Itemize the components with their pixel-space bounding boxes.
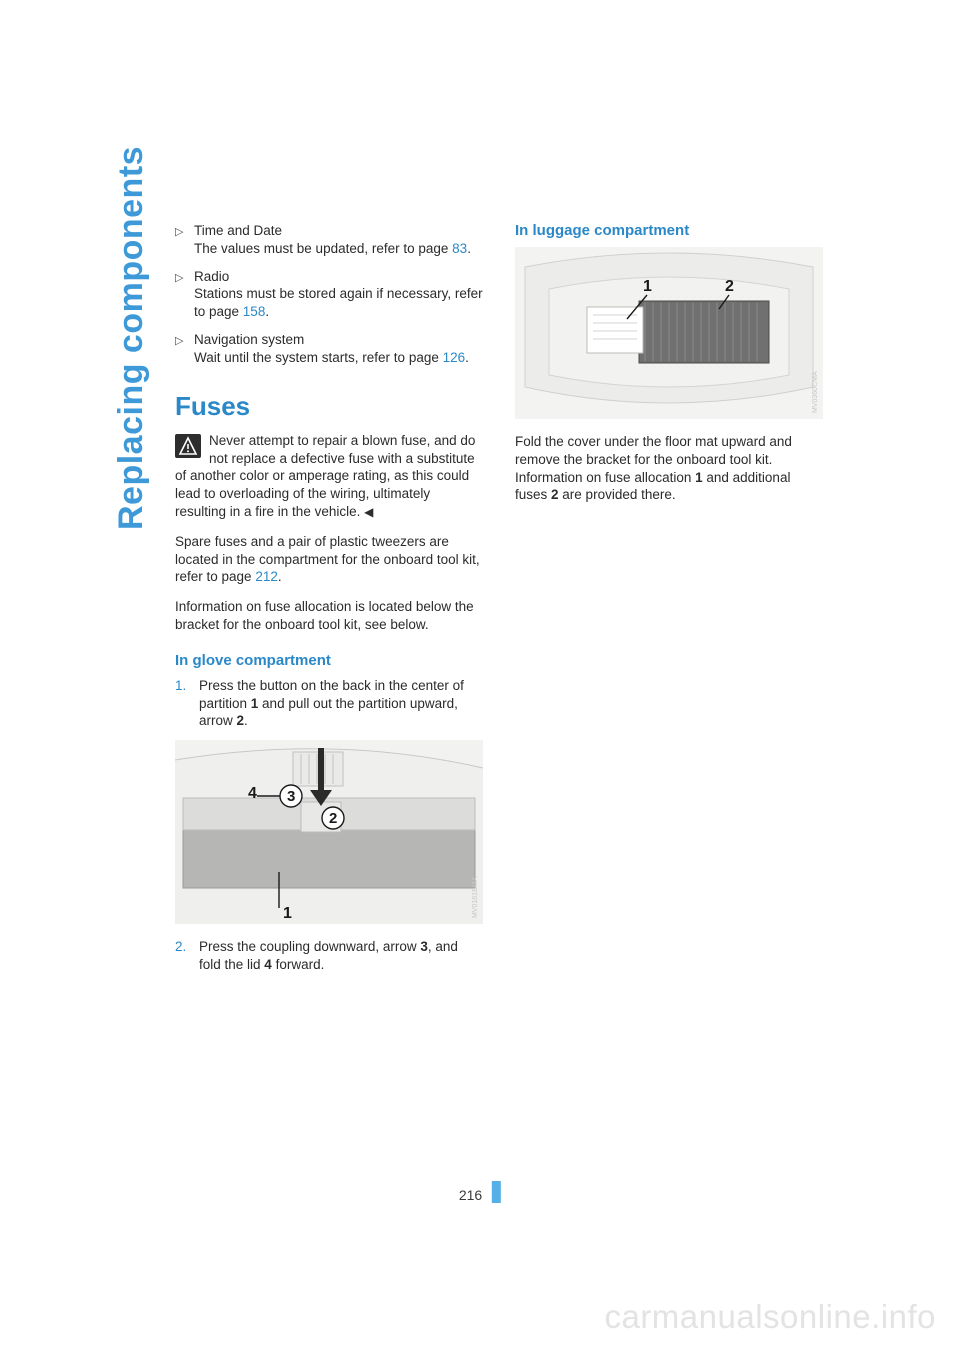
list-item: ▷ Navigation system Wait until the syste…	[175, 331, 483, 367]
paragraph: Spare fuses and a pair of plastic tweeze…	[175, 533, 483, 586]
bold-ref: 3	[420, 939, 428, 954]
numbered-step: 1. Press the button on the back in the c…	[175, 677, 483, 730]
fuses-heading: Fuses	[175, 391, 483, 422]
luggage-figure: 1 2 MV0360CMA	[515, 247, 823, 419]
bold-ref: 1	[695, 470, 703, 485]
fig-label: 2	[725, 278, 734, 295]
figure-code: MV0360CMA	[812, 371, 819, 413]
list-title: Navigation system	[194, 332, 304, 347]
step-text: Press the button on the back in the cent…	[199, 677, 483, 730]
list-title: Radio	[194, 269, 229, 284]
step-number: 1.	[175, 677, 189, 730]
fig-label: 1	[643, 278, 652, 295]
t: are provided there.	[559, 487, 676, 502]
warning-icon	[175, 434, 201, 458]
glove-figure: 4 3 2 1 MV0161BMA	[175, 740, 483, 924]
list-item: ▷ Time and Date The values must be updat…	[175, 222, 483, 258]
para-text: Spare fuses and a pair of plastic tweeze…	[175, 534, 480, 585]
t: .	[244, 713, 248, 728]
section-side-title: Replacing components	[112, 146, 151, 530]
fig-label: 4	[248, 785, 257, 802]
luggage-heading: In luggage compartment	[515, 222, 823, 239]
page-link[interactable]: 126	[443, 350, 466, 365]
glove-heading: In glove compartment	[175, 652, 483, 669]
right-column: In luggage compartment	[515, 222, 823, 984]
list-text: Navigation system Wait until the system …	[194, 331, 469, 367]
fig-label: 2	[329, 810, 337, 827]
bold-ref: 4	[264, 957, 272, 972]
t: Press the coupling downward, arrow	[199, 939, 420, 954]
bold-ref: 2	[551, 487, 559, 502]
numbered-step: 2. Press the coupling downward, arrow 3,…	[175, 938, 483, 974]
fig-label: 1	[283, 905, 292, 922]
triangle-bullet-icon: ▷	[175, 222, 184, 258]
page-link[interactable]: 83	[452, 241, 467, 256]
warning-text: Never attempt to repair a blown fuse, an…	[175, 433, 475, 519]
list-body: Stations must be stored again if necessa…	[194, 286, 483, 319]
list-suffix: .	[467, 241, 471, 256]
page-number-value: 216	[459, 1187, 482, 1203]
list-suffix: .	[465, 350, 469, 365]
list-text: Radio Stations must be stored again if n…	[194, 268, 483, 321]
list-body: Wait until the system starts, refer to p…	[194, 350, 443, 365]
content-area: ▷ Time and Date The values must be updat…	[175, 222, 825, 984]
triangle-bullet-icon: ▷	[175, 331, 184, 367]
t: forward.	[272, 957, 325, 972]
list-text: Time and Date The values must be updated…	[194, 222, 471, 258]
paragraph: Information on fuse allocation is locate…	[175, 598, 483, 634]
page-link[interactable]: 158	[243, 304, 266, 319]
page-tab-icon	[492, 1181, 501, 1203]
list-body: The values must be updated, refer to pag…	[194, 241, 452, 256]
paragraph: Fold the cover under the floor mat upwar…	[515, 433, 823, 504]
list-title: Time and Date	[194, 223, 282, 238]
figure-code: MV0161BMA	[472, 877, 479, 919]
para-suffix: .	[278, 569, 282, 584]
page-number: 216	[459, 1181, 501, 1203]
step-text: Press the coupling downward, arrow 3, an…	[199, 938, 483, 974]
left-column: ▷ Time and Date The values must be updat…	[175, 222, 483, 984]
fig-label: 3	[287, 788, 295, 805]
page-link[interactable]: 212	[255, 569, 278, 584]
watermark: carmanualsonline.info	[604, 1298, 936, 1336]
bold-ref: 2	[237, 713, 245, 728]
list-suffix: .	[265, 304, 269, 319]
warning-block: Never attempt to repair a blown fuse, an…	[175, 432, 483, 521]
list-item: ▷ Radio Stations must be stored again if…	[175, 268, 483, 321]
end-marker-icon: ◀	[364, 505, 373, 521]
step-number: 2.	[175, 938, 189, 974]
triangle-bullet-icon: ▷	[175, 268, 184, 321]
